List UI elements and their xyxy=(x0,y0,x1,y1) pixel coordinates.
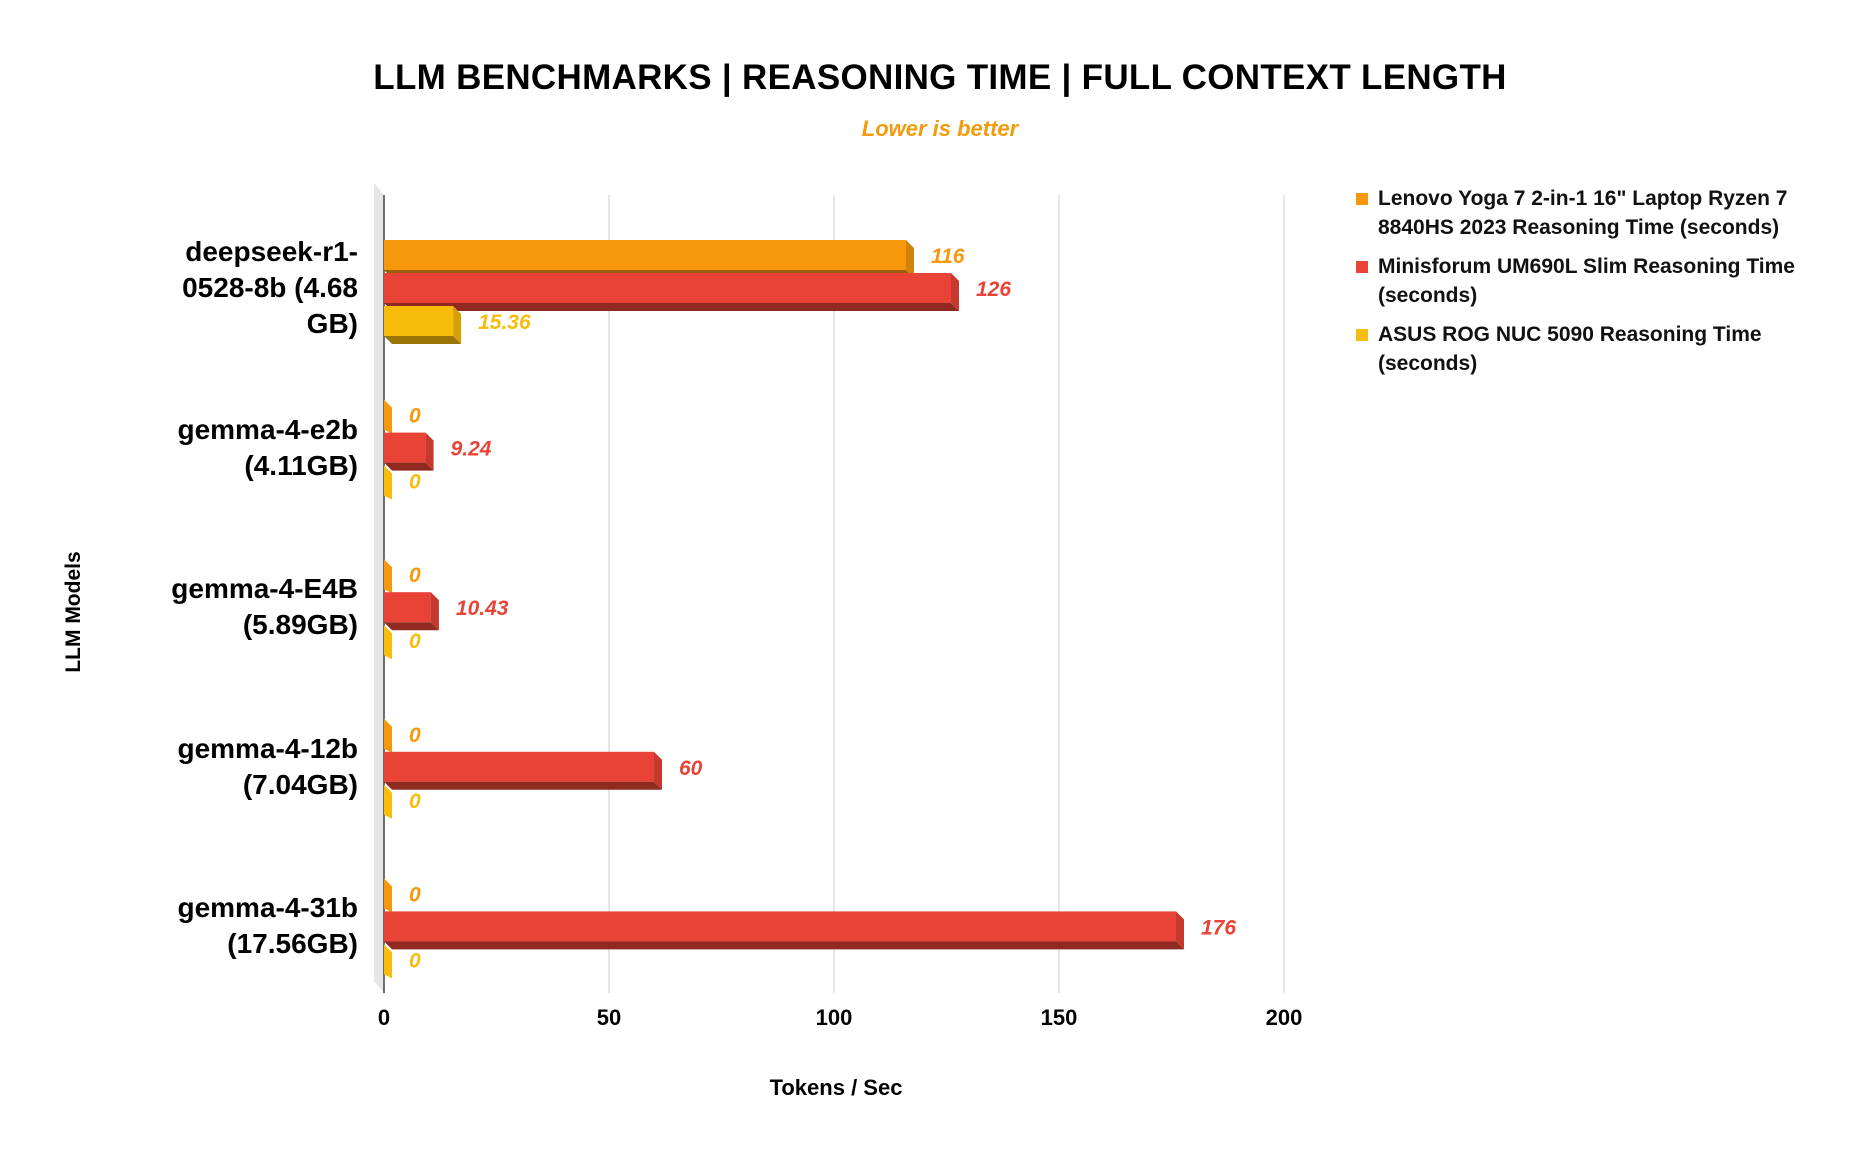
data-label: 0 xyxy=(409,790,421,813)
legend-label: Lenovo Yoga 7 2-in-1 16" Laptop Ryzen 7 … xyxy=(1378,187,1788,239)
bar-bottom xyxy=(384,622,439,631)
bar xyxy=(384,240,906,270)
legend: Lenovo Yoga 7 2-in-1 16" Laptop Ryzen 7 … xyxy=(1356,184,1826,388)
data-label: 0 xyxy=(409,471,421,494)
bar-zero xyxy=(384,878,392,913)
data-label: 0 xyxy=(409,949,421,972)
data-label: 60 xyxy=(679,757,703,780)
data-label: 0 xyxy=(409,564,421,587)
y-category-label: gemma-4-E4B (5.89GB) xyxy=(171,573,358,641)
legend-swatch xyxy=(1356,193,1368,205)
chart-subtitle: Lower is better xyxy=(861,116,1019,141)
bar-side xyxy=(906,240,914,278)
x-tick-label: 50 xyxy=(597,1005,621,1030)
bar-bottom xyxy=(384,941,1184,950)
y-category-label: deepseek-r1-0528-8b (4.68 GB) xyxy=(182,236,358,339)
x-tick-label: 100 xyxy=(816,1005,853,1030)
x-tick-label: 200 xyxy=(1266,1005,1303,1030)
legend-item: ASUS ROG NUC 5090 Reasoning Time (second… xyxy=(1356,320,1826,378)
bar-bottom xyxy=(384,303,959,311)
legend-label: Minisforum UM690L Slim Reasoning Time (s… xyxy=(1378,255,1795,307)
data-label: 116 xyxy=(931,245,965,268)
y-category-label: gemma-4-e2b (4.11GB) xyxy=(177,413,358,481)
bar-zero xyxy=(384,784,392,819)
bar xyxy=(384,751,654,782)
bar xyxy=(384,273,951,303)
y-category-label: gemma-4-12b (7.04GB) xyxy=(177,732,358,800)
bar-zero xyxy=(384,465,392,500)
bar-side xyxy=(453,306,462,344)
bar-zero xyxy=(384,399,392,434)
x-axis-label: Tokens / Sec xyxy=(769,1075,903,1100)
bar-zero xyxy=(384,559,392,594)
legend-swatch xyxy=(1356,329,1368,341)
data-label: 10.43 xyxy=(456,597,509,620)
bar-zero xyxy=(384,718,392,753)
legend-item: Minisforum UM690L Slim Reasoning Time (s… xyxy=(1356,252,1826,310)
plot-back-wall xyxy=(374,183,384,993)
bar-bottom xyxy=(384,781,662,790)
bar-side xyxy=(430,592,439,631)
y-category-label: gemma-4-31b (17.56GB) xyxy=(177,892,358,960)
data-label: 15.36 xyxy=(478,311,531,334)
bar-side xyxy=(425,432,434,471)
data-label: 176 xyxy=(1201,916,1236,939)
bar-side xyxy=(951,273,959,311)
legend-label: ASUS ROG NUC 5090 Reasoning Time (second… xyxy=(1378,323,1762,375)
bar xyxy=(384,911,1176,942)
data-label: 9.24 xyxy=(451,438,492,461)
bar-zero xyxy=(384,944,392,979)
legend-item: Lenovo Yoga 7 2-in-1 16" Laptop Ryzen 7 … xyxy=(1356,184,1826,242)
data-label: 126 xyxy=(976,278,1011,301)
data-label: 0 xyxy=(409,630,421,653)
bar-bottom xyxy=(384,336,462,344)
x-tick-label: 150 xyxy=(1041,1005,1078,1030)
bar-bottom xyxy=(384,462,434,471)
bar xyxy=(384,432,426,463)
legend-swatch xyxy=(1356,261,1368,273)
x-tick-label: 0 xyxy=(378,1005,390,1030)
bar-zero xyxy=(384,625,392,660)
bar xyxy=(384,592,431,623)
bar-side xyxy=(1176,911,1184,950)
data-label: 0 xyxy=(409,883,421,906)
bar-side xyxy=(654,751,662,790)
data-label: 0 xyxy=(409,405,421,428)
bar xyxy=(384,306,454,336)
chart-title: LLM BENCHMARKS | REASONING TIME | FULL C… xyxy=(373,58,1507,97)
data-label: 0 xyxy=(409,724,421,747)
